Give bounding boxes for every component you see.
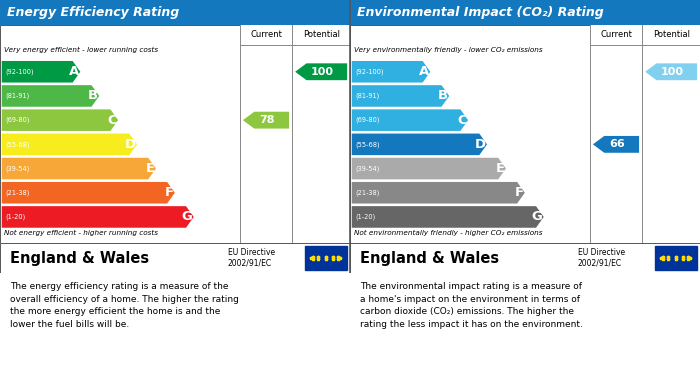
Text: 100: 100 [661,67,684,77]
Polygon shape [1,158,156,179]
Bar [589,25,700,45]
Text: E: E [496,162,505,175]
Text: (92-100): (92-100) [6,68,34,75]
Text: B: B [438,90,448,102]
Text: Not environmentally friendly - higher CO₂ emissions: Not environmentally friendly - higher CO… [354,230,542,236]
Text: (81-91): (81-91) [6,93,29,99]
Text: G: G [181,210,193,223]
Text: England & Wales: England & Wales [360,251,500,265]
Bar [239,25,350,45]
Text: D: D [475,138,486,151]
Polygon shape [351,206,544,228]
Text: 2002/91/EC: 2002/91/EC [228,259,272,268]
Polygon shape [1,109,118,131]
Text: A: A [419,65,429,78]
Text: C: C [107,114,117,127]
Bar [654,246,696,270]
Polygon shape [243,112,289,129]
Text: (21-38): (21-38) [6,190,29,196]
Text: Environmental Impact (CO₂) Rating: Environmental Impact (CO₂) Rating [357,6,603,19]
Text: F: F [514,186,524,199]
Bar [304,246,346,270]
Polygon shape [295,63,347,80]
Text: (39-54): (39-54) [6,165,29,172]
Text: Current: Current [250,30,282,39]
Text: (69-80): (69-80) [6,117,29,124]
Polygon shape [1,206,194,228]
Polygon shape [1,182,175,204]
Text: (21-38): (21-38) [355,190,379,196]
Text: The energy efficiency rating is a measure of the
overall efficiency of a home. T: The energy efficiency rating is a measur… [10,282,239,329]
Text: Very energy efficient - lower running costs: Very energy efficient - lower running co… [4,47,158,53]
Text: EU Directive: EU Directive [228,248,274,257]
Polygon shape [351,182,525,204]
Text: Potential: Potential [652,30,690,39]
Text: D: D [125,138,136,151]
Text: (39-54): (39-54) [355,165,379,172]
Polygon shape [351,134,487,155]
Text: (1-20): (1-20) [355,214,375,220]
Text: The environmental impact rating is a measure of
a home's impact on the environme: The environmental impact rating is a mea… [360,282,583,329]
Polygon shape [645,63,697,80]
Text: EU Directive: EU Directive [578,248,624,257]
Polygon shape [1,61,81,83]
Text: G: G [531,210,542,223]
Text: (69-80): (69-80) [355,117,379,124]
Polygon shape [351,109,468,131]
Text: Not energy efficient - higher running costs: Not energy efficient - higher running co… [4,230,158,236]
Polygon shape [1,85,99,107]
Text: 78: 78 [260,115,275,125]
Polygon shape [351,61,430,83]
Text: A: A [69,65,79,78]
Text: (55-68): (55-68) [355,141,380,148]
Text: (92-100): (92-100) [355,68,384,75]
Text: (81-91): (81-91) [355,93,379,99]
Text: B: B [88,90,98,102]
Text: C: C [457,114,467,127]
Text: Current: Current [600,30,632,39]
Text: F: F [164,186,174,199]
Polygon shape [593,136,639,153]
Text: E: E [146,162,155,175]
Text: 66: 66 [609,139,625,149]
Text: Very environmentally friendly - lower CO₂ emissions: Very environmentally friendly - lower CO… [354,47,542,53]
Text: 100: 100 [311,67,334,77]
Polygon shape [351,158,506,179]
Text: (1-20): (1-20) [6,214,25,220]
Text: 2002/91/EC: 2002/91/EC [578,259,622,268]
Text: Energy Efficiency Rating: Energy Efficiency Rating [7,6,179,19]
Text: Potential: Potential [302,30,340,39]
Polygon shape [1,134,137,155]
Polygon shape [351,85,449,107]
Text: (55-68): (55-68) [6,141,30,148]
Text: England & Wales: England & Wales [10,251,150,265]
